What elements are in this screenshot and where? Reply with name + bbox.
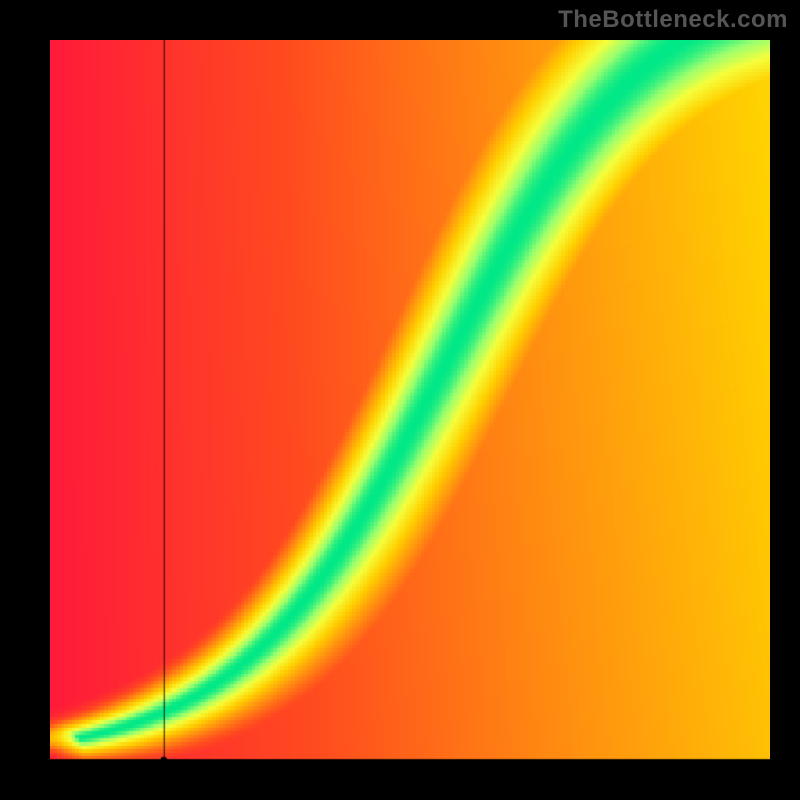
marker-overlay [50,40,770,760]
page-root: TheBottleneck.com [0,0,800,800]
watermark-text: TheBottleneck.com [558,6,788,34]
